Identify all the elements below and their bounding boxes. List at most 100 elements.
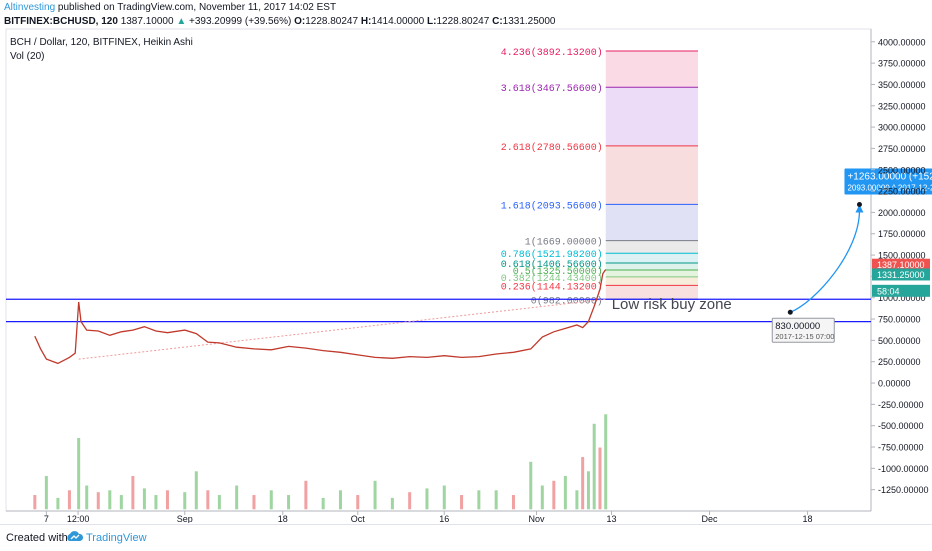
tradingview-brand[interactable]: TradingView (86, 532, 147, 544)
volume-bar (540, 485, 544, 510)
volume-bar (338, 490, 342, 510)
volume-bar (563, 476, 567, 510)
up-arrow-icon: ▲ (176, 16, 187, 27)
y-tick-label: -750.00000 (878, 443, 924, 453)
volume-bar (33, 495, 37, 510)
volume-bar (252, 495, 256, 510)
volume-bar (194, 471, 198, 510)
low-risk-annotation: Low risk buy zone (612, 296, 732, 313)
measure-start-date: 2017-12-15 07:00 (775, 332, 834, 341)
x-tick-label: 7 (44, 514, 49, 523)
fib-zone (605, 276, 698, 286)
price-axis-label-bg (872, 258, 930, 271)
measure-arrow-path (790, 210, 861, 313)
volume-bar (442, 485, 446, 510)
volume-bar (235, 485, 239, 510)
x-tick-label: Dec (702, 514, 719, 523)
volume-bar (511, 495, 515, 510)
fib-level-label: 1.618(2093.56600) (501, 200, 603, 212)
volume-bar (67, 490, 71, 510)
measure-arrow-head (855, 204, 864, 213)
fib-zone (605, 204, 698, 241)
volume-bar (373, 480, 377, 510)
measure-result-box (844, 168, 932, 195)
low-value: 1228.80247 (436, 16, 490, 27)
fib-level-label: 0.618(1406.56600) (501, 259, 603, 271)
y-tick-label: 3500.00000 (878, 80, 926, 90)
volume-bar (321, 497, 325, 510)
fib-zone (605, 87, 698, 146)
volume-bar (44, 476, 48, 510)
volume-bar (206, 490, 210, 510)
x-tick-label: 16 (439, 514, 449, 523)
volume-bar (529, 461, 533, 510)
volume-bar (287, 495, 291, 510)
fib-level-label: 1(1669.00000) (525, 237, 603, 249)
open-label: O: (294, 16, 306, 27)
fib-level-label: 0.786(1521.98200) (501, 249, 603, 261)
fib-level-label: 2.618(2780.56600) (501, 142, 603, 154)
price-axis-label: 58:04 (877, 286, 900, 296)
y-tick-label: 4000.00000 (878, 37, 926, 47)
price-chart[interactable]: BCH / Dollar, 120, BITFINEX, Heikin Ashi… (0, 28, 932, 523)
y-tick-label: 1750.00000 (878, 229, 926, 239)
volume-bar (85, 485, 89, 510)
tradingview-cloud-icon (67, 531, 84, 541)
measure-start-price: 830.00000 (775, 321, 820, 332)
y-tick-label: 250.00000 (878, 357, 921, 367)
x-tick-label: Nov (529, 514, 546, 523)
low-label: L: (427, 16, 437, 27)
publish-info: Altinvesting published on TradingView.co… (4, 2, 336, 13)
published-text: published on TradingView.com, November 1… (57, 2, 337, 13)
close-value: 1331.25000 (502, 16, 556, 27)
volume-bar (494, 490, 498, 510)
fib-zone (605, 240, 698, 254)
y-tick-label: 2250.00000 (878, 187, 926, 197)
volume-bar (96, 492, 100, 510)
volume-bar (119, 495, 123, 510)
y-tick-label: -500.00000 (878, 421, 924, 431)
volume-bar (77, 438, 81, 510)
volume-bar (425, 488, 429, 510)
measure-result-line2: 2093.00000 ^ 2017-12-24 03:00 (847, 183, 932, 192)
fib-zone (605, 50, 698, 88)
price-line (34, 269, 607, 365)
y-tick-label: 2000.00000 (878, 208, 926, 218)
y-tick-label: 2500.00000 (878, 165, 926, 175)
fib-zone (605, 253, 698, 264)
volume-bar (598, 447, 602, 510)
volume-bar (56, 497, 60, 510)
price-axis-label: 1331.25000 (877, 270, 925, 280)
fib-zone (605, 263, 698, 270)
x-tick-label: 13 (606, 514, 616, 523)
open-value: 1228.80247 (305, 16, 359, 27)
y-tick-label: 2750.00000 (878, 144, 926, 154)
y-tick-label: 0.00000 (878, 379, 911, 389)
chart-title: BCH / Dollar, 120, BITFINEX, Heikin Ashi (10, 37, 193, 48)
symbol-label: BITFINEX:BCHUSD, 120 (4, 16, 118, 27)
x-tick-label: 18 (278, 514, 288, 523)
high-label: H: (360, 16, 372, 27)
fib-level-label: 4.236(3892.13200) (501, 47, 603, 59)
y-tick-label: 500.00000 (878, 336, 921, 346)
fib-level-label: 3.618(3467.56600) (501, 83, 603, 95)
x-tick-label: 18 (803, 514, 813, 523)
fib-level-label: 0.382(1244.43400) (501, 273, 603, 285)
volume-bar (408, 492, 412, 510)
y-tick-label: 1000.00000 (878, 293, 926, 303)
author-link[interactable]: Altinvesting (4, 2, 56, 13)
volume-bar (552, 480, 556, 510)
fib-level-label: 0.236(1144.13200) (501, 281, 603, 293)
change-value: +393.20999 (+39.56%) (189, 16, 292, 27)
fib-level-label: 0.5(1325.50000) (513, 266, 603, 278)
volume-bar (460, 495, 464, 510)
price-axis-label: 1387.10000 (877, 260, 925, 270)
plot-area (5, 28, 872, 512)
measure-start-dot (787, 309, 793, 315)
fib-zone (605, 285, 698, 300)
y-tick-label: 3000.00000 (878, 123, 926, 133)
x-tick-label: Oct (351, 514, 366, 523)
measure-result-line1: +1263.00000 (+152.17%) in 8d 20h (847, 171, 932, 182)
volume-bar (356, 495, 360, 510)
fib-zone (605, 145, 698, 205)
